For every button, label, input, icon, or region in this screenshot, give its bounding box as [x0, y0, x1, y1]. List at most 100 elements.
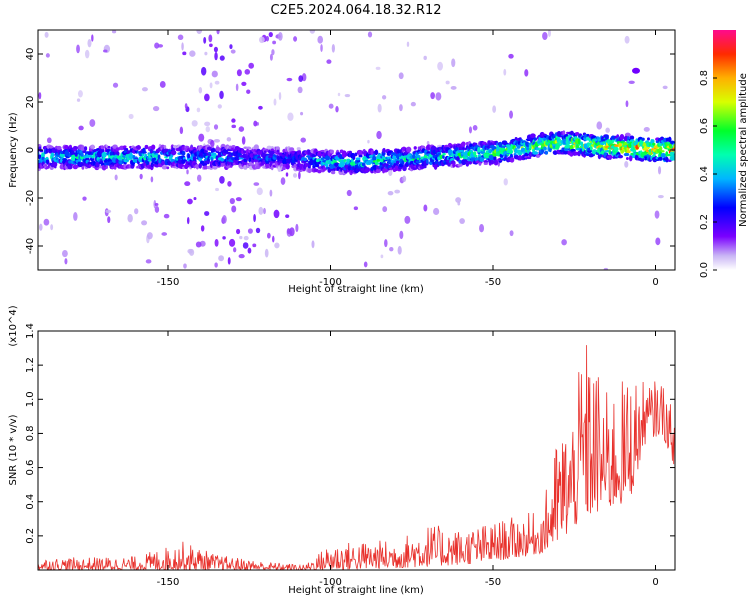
- spectrogram-signal-cell: [170, 149, 177, 156]
- spectrogram-signal-cell: [364, 169, 370, 173]
- spectrogram-signal-cell: [536, 154, 540, 158]
- spectrogram-signal-cell: [461, 141, 466, 147]
- spectrogram-noise-cell: [451, 58, 456, 68]
- spectrogram-signal-cell: [458, 149, 465, 153]
- spectrogram-signal-cell: [458, 159, 463, 164]
- spectrogram-signal-cell: [220, 162, 225, 167]
- colorbar-tick-label: 0.2: [699, 214, 710, 230]
- spectrogram-signal-cell: [329, 149, 335, 154]
- spectrogram-signal-cell: [509, 157, 515, 163]
- spectrogram-noise-cell: [228, 238, 236, 247]
- spectrogram-signal-cell: [671, 154, 675, 161]
- spectrogram-noise-cell: [159, 81, 166, 88]
- spectrogram-signal-cell: [421, 165, 427, 169]
- snr-series-line: [38, 345, 675, 570]
- spectrogram-noise-cell: [44, 31, 49, 38]
- spectrogram-signal-cell: [406, 146, 412, 153]
- spectrogram-noise-cell: [273, 209, 280, 219]
- spectrogram-noise-cell: [459, 218, 465, 224]
- snr-y-tick-label: 0.8: [25, 425, 36, 441]
- spectrogram-signal-cell: [452, 162, 456, 168]
- spectrogram-noise-cell: [76, 98, 81, 102]
- spectrogram-signal-cell: [608, 155, 613, 159]
- colorbar-gradient: [713, 30, 736, 270]
- spectrogram-noise-cell: [472, 125, 478, 131]
- spectrogram-noise-cell: [426, 140, 430, 145]
- spectrogram-noise-cell: [331, 43, 335, 53]
- spectrogram-signal-cell: [225, 151, 232, 155]
- spectrogram-noise-cell: [320, 44, 323, 52]
- spectrogram-noise-cell: [226, 137, 232, 142]
- spectrogram-noise-cell: [210, 139, 215, 148]
- spectrogram-signal-cell: [498, 141, 503, 148]
- snr-y-tick-label: 1.2: [25, 357, 36, 373]
- spectrogram-signal-cell: [341, 151, 347, 158]
- spectrogram-signal-cell: [478, 162, 482, 166]
- spectrogram-signal-cell: [135, 145, 141, 150]
- spectrogram-signal-cell: [526, 156, 532, 160]
- spectrogram-noise-cell: [197, 174, 202, 182]
- spectrogram-signal-cell: [80, 145, 85, 151]
- spectrogram-noise-cell: [247, 228, 253, 234]
- spectrogram-signal-cell: [588, 153, 594, 158]
- spectrogram-noise-cell: [256, 187, 263, 196]
- spectrogram-noise-cell: [147, 232, 153, 240]
- spectrogram-noise-cell: [628, 80, 635, 84]
- spectrogram-x-ticks: -150 -100 -50 0: [157, 30, 659, 288]
- spectrogram-signal-cell: [355, 168, 361, 173]
- spectrogram-noise-cell: [238, 126, 245, 132]
- spectrogram-noise-cell: [182, 51, 187, 56]
- spectrogram-signal-cell: [296, 147, 301, 151]
- spectrogram-signal-cell: [126, 150, 131, 155]
- spectrogram-noise-cell: [112, 82, 119, 88]
- spectrogram-noise-cell: [268, 31, 273, 38]
- spectrogram-signal-cell: [668, 136, 672, 143]
- spectrogram-noise-cell: [196, 107, 201, 113]
- spectrogram-noise-cell: [242, 242, 249, 249]
- spectrogram-signal-cell: [644, 156, 648, 161]
- spectrogram-signal-cell: [52, 161, 58, 168]
- spectrogram-noise-cell: [326, 59, 332, 64]
- spectrogram-noise-cell: [231, 124, 237, 129]
- spectrogram-noise-cell: [204, 93, 210, 102]
- spectrogram-noise-cell: [367, 31, 373, 38]
- spectrogram-signal-cell: [253, 144, 259, 150]
- spectrogram-noise-cell: [624, 161, 629, 168]
- spectrogram-noise-cell: [353, 206, 359, 211]
- spectrogram-noise-cell: [229, 197, 235, 205]
- spectrogram-signal-cell: [198, 162, 202, 169]
- spectrogram-signal-cell: [565, 143, 571, 149]
- spectrogram-signal-cell: [518, 155, 523, 161]
- spectrogram-signal-cell: [401, 160, 405, 165]
- spectrogram-noise-cell: [163, 213, 170, 219]
- spectrogram-signal-cell: [416, 157, 420, 161]
- spectrogram-noise-cell: [214, 262, 218, 268]
- spectrogram-signal-cell: [202, 165, 208, 170]
- spectrogram-noise-cell: [214, 52, 218, 61]
- spectrogram-noise-cell: [278, 92, 282, 101]
- spectrogram-noise-cell: [127, 214, 133, 223]
- spectrogram-noise-cell: [114, 174, 118, 181]
- spectrogram-signal-cell: [629, 135, 635, 140]
- spectrogram-noise-cell: [150, 176, 154, 183]
- spectrogram-noise-cell: [542, 31, 548, 41]
- spectrogram-noise-cell: [255, 227, 261, 234]
- spectrogram-signal-cell: [449, 145, 453, 149]
- spectrogram-noise-cell: [300, 111, 304, 116]
- spectrogram-signal-cell: [628, 155, 633, 162]
- spectrogram-noise-cell: [509, 230, 514, 237]
- spectrogram-y-tick-label: 40: [25, 48, 36, 61]
- spectrogram-signal-cell: [412, 154, 416, 159]
- spectrogram-signal-cell: [470, 149, 473, 153]
- spectrogram-noise-cell: [91, 34, 94, 42]
- spectrogram-signal-cell: [161, 161, 165, 165]
- spectrogram-signal-cell: [470, 158, 476, 162]
- spectrogram-noise-cell: [423, 204, 428, 212]
- spectrogram-noise-cell: [200, 66, 207, 76]
- spectrogram-noise-cell: [219, 90, 224, 100]
- spectrogram-signal-cell: [367, 159, 371, 165]
- spectrogram-noise-cell: [215, 187, 220, 192]
- spectrogram-noise-cell: [229, 44, 233, 50]
- snr-panel: -150 -100 -50 0 0.2 0.4 0.6 0.8 1.0 1.2 1.4 Heigh…: [8, 305, 676, 596]
- spectrogram-signal-cell: [320, 149, 326, 153]
